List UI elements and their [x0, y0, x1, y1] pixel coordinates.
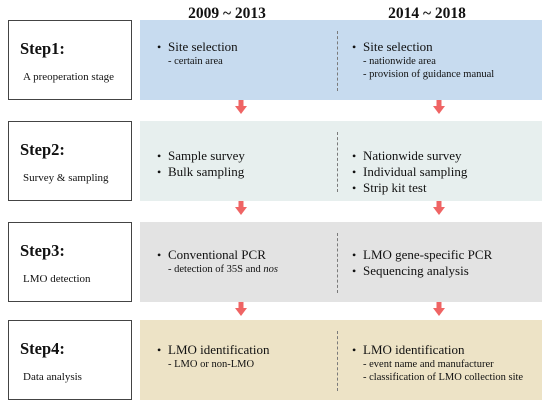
- bullet-text: LMO gene-specific PCR: [363, 247, 493, 262]
- step-4-dashed-divider: [337, 331, 338, 391]
- down-arrow-icon: [433, 302, 445, 316]
- sub-item: - detection of 35S and nos: [168, 264, 278, 275]
- step-1-number: Step1:: [20, 39, 65, 58]
- step-2-right-column: • Nationwide survey • Individual sampling • S…: [352, 148, 537, 196]
- bullet-item: • Strip kit test: [352, 180, 537, 196]
- bullet-dot-icon: •: [352, 181, 357, 195]
- step-1-right-column: • Site selection - nationwide area - provis…: [352, 39, 537, 81]
- bullet-text: Strip kit test: [363, 180, 427, 195]
- step-4-left-column: • LMO identification - LMO or non-LMO: [157, 342, 333, 371]
- bullet-item: • Conventional PCR: [157, 247, 333, 263]
- bullet-item: • LMO identification: [352, 342, 537, 358]
- bullet-dot-icon: •: [157, 248, 162, 262]
- bullet-dot-icon: •: [352, 343, 357, 357]
- down-arrow-icon: [433, 100, 445, 114]
- step-2-dashed-divider: [337, 132, 338, 192]
- step-3-left-column: • Conventional PCR - detection of 35S and …: [157, 247, 333, 276]
- sub-item: - event name and manufacturer: [363, 359, 494, 370]
- bullet-dot-icon: •: [352, 165, 357, 179]
- step-4-label-box: Step4: Data analysis: [8, 320, 132, 400]
- down-arrow-icon: [235, 302, 247, 316]
- step-4-description: Data analysis: [23, 371, 82, 383]
- step-1-description: A preoperation stage: [23, 71, 115, 83]
- bullet-item: • Individual sampling: [352, 164, 537, 180]
- bullet-dot-icon: •: [352, 264, 357, 278]
- bullet-text: Site selection: [168, 39, 238, 54]
- bullet-text: Site selection: [363, 39, 433, 54]
- bullet-dot-icon: •: [157, 343, 162, 357]
- bullet-text: Conventional PCR: [168, 247, 266, 262]
- bullet-text: LMO identification: [363, 342, 465, 357]
- step-2-panel: • Sample survey • Bulk sampling • Nationwide …: [140, 121, 542, 201]
- sub-item: - LMO or non-LMO: [168, 359, 255, 370]
- bullet-dot-icon: •: [157, 40, 162, 54]
- bullet-item: • Sample survey: [157, 148, 333, 164]
- step-3-panel: • Conventional PCR - detection of 35S and …: [140, 222, 542, 302]
- step-1-panel: • Site selection - certain area • Site selec…: [140, 20, 542, 100]
- bullet-item: • LMO identification: [157, 342, 333, 358]
- bullet-dot-icon: •: [157, 165, 162, 179]
- sub-item: - provision of guidance manual: [363, 69, 495, 80]
- bullet-dot-icon: •: [352, 40, 357, 54]
- bullet-text: Nationwide survey: [363, 148, 462, 163]
- step-4-right-column: • LMO identification - event name and manu…: [352, 342, 537, 384]
- step-2-description: Survey & sampling: [23, 172, 109, 184]
- step-2-number: Step2:: [20, 140, 65, 159]
- bullet-dot-icon: •: [157, 149, 162, 163]
- bullet-text: Bulk sampling: [168, 164, 245, 179]
- step-4-panel: • LMO identification - LMO or non-LMO • LMO …: [140, 320, 542, 400]
- sub-item: - nationwide area: [363, 56, 436, 67]
- bullet-text: LMO identification: [168, 342, 270, 357]
- down-arrow-icon: [235, 201, 247, 215]
- period-header-right: 2014 ~ 2018: [388, 5, 466, 22]
- step-3-right-column: • LMO gene-specific PCR • Sequencing analys…: [352, 247, 537, 279]
- bullet-item: • Bulk sampling: [157, 164, 333, 180]
- bullet-item: • LMO gene-specific PCR: [352, 247, 537, 263]
- bullet-item: • Sequencing analysis: [352, 263, 537, 279]
- bullet-text: Sample survey: [168, 148, 245, 163]
- down-arrow-icon: [433, 201, 445, 215]
- down-arrow-icon: [235, 100, 247, 114]
- step-4-number: Step4:: [20, 339, 65, 358]
- period-header-left: 2009 ~ 2013: [188, 5, 266, 22]
- step-3-dashed-divider: [337, 233, 338, 293]
- sub-item: - certain area: [168, 56, 223, 67]
- bullet-item: • Site selection: [157, 39, 333, 55]
- step-2-label-box: Step2: Survey & sampling: [8, 121, 132, 201]
- step-3-description: LMO detection: [23, 273, 91, 285]
- sub-item: - classification of LMO collection site: [363, 372, 524, 383]
- step-3-number: Step3:: [20, 241, 65, 260]
- step-1-label-box: Step1: A preoperation stage: [8, 20, 132, 100]
- step-1-left-column: • Site selection - certain area: [157, 39, 333, 68]
- step-2-left-column: • Sample survey • Bulk sampling: [157, 148, 333, 180]
- bullet-text: Sequencing analysis: [363, 263, 469, 278]
- bullet-dot-icon: •: [352, 149, 357, 163]
- bullet-dot-icon: •: [352, 248, 357, 262]
- step-1-dashed-divider: [337, 31, 338, 91]
- step-3-label-box: Step3: LMO detection: [8, 222, 132, 302]
- bullet-item: • Site selection: [352, 39, 537, 55]
- bullet-item: • Nationwide survey: [352, 148, 537, 164]
- bullet-text: Individual sampling: [363, 164, 468, 179]
